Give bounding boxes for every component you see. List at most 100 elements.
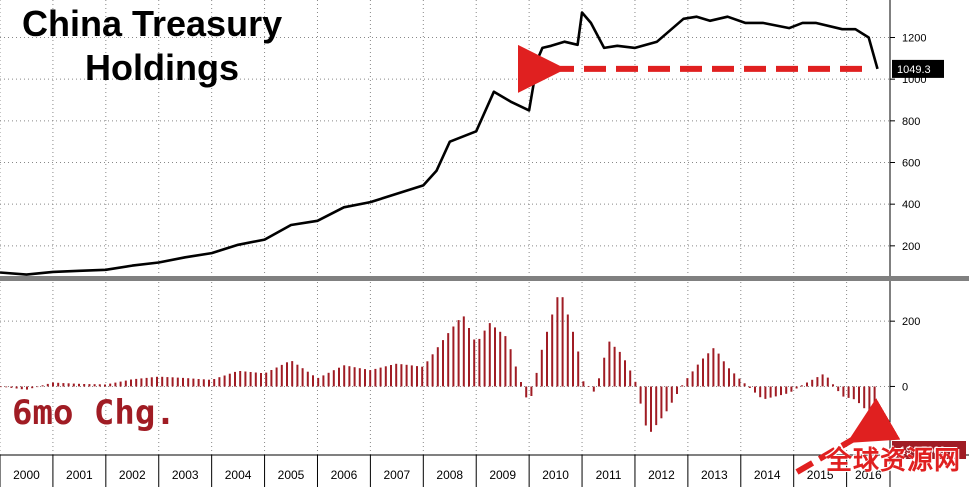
change-bar <box>343 365 346 387</box>
change-bar <box>795 386 798 389</box>
change-bar <box>863 386 866 409</box>
change-bar <box>374 368 377 387</box>
change-bar <box>551 314 554 387</box>
change-bar <box>639 386 642 404</box>
change-bar <box>10 386 13 388</box>
change-bar <box>452 326 455 387</box>
change-bar <box>291 361 294 387</box>
change-bar <box>873 386 876 438</box>
change-bar <box>566 314 569 387</box>
change-bar <box>650 386 652 432</box>
change-bar <box>426 361 429 387</box>
change-bar <box>509 349 512 387</box>
change-bar <box>348 366 351 387</box>
change-bar <box>57 382 60 387</box>
change-bar <box>712 348 715 387</box>
change-bar <box>244 371 247 387</box>
change-bar <box>837 386 840 392</box>
x-tick-label: 2002 <box>119 468 146 482</box>
change-bar <box>608 341 611 387</box>
change-bar <box>130 379 132 387</box>
change-bar <box>171 377 174 387</box>
x-tick-label: 2016 <box>855 468 882 482</box>
x-tick-label: 2008 <box>436 468 463 482</box>
change-bar <box>670 386 673 403</box>
change-bar <box>655 386 658 426</box>
change-bar <box>280 364 283 387</box>
watermark: 全球资源网 <box>825 446 961 476</box>
change-bar <box>483 330 486 387</box>
change-bar <box>780 386 782 396</box>
chart-title-line1: China Treasury <box>22 3 283 44</box>
change-bar <box>234 371 236 387</box>
x-tick-label: 2000 <box>13 468 40 482</box>
change-bar <box>286 362 288 387</box>
change-bar <box>109 383 112 387</box>
change-bar <box>31 386 34 389</box>
change-bar <box>72 383 75 387</box>
annotations: 1049.3 -194.7069 <box>518 44 966 475</box>
change-bar <box>774 386 777 397</box>
last-value-label-top: 1049.3 <box>897 64 931 76</box>
change-bar <box>254 372 257 387</box>
change-bar <box>665 386 668 412</box>
change-bar <box>5 386 8 388</box>
change-bar <box>421 366 424 387</box>
change-bar <box>379 367 382 387</box>
change-bar <box>806 382 808 387</box>
change-bar <box>301 368 304 387</box>
change-bar <box>478 338 481 387</box>
change-bar <box>473 339 476 387</box>
change-bar <box>135 378 138 387</box>
change-bar <box>592 386 595 392</box>
change-bar <box>166 377 169 387</box>
change-bar <box>702 358 704 387</box>
change-bar <box>577 351 580 387</box>
y-tick-label-bottom: 200 <box>902 316 920 328</box>
change-bar <box>624 360 626 387</box>
change-bar <box>98 384 101 387</box>
last-value-label-bottom: -194.7069 <box>896 445 946 457</box>
change-bar <box>821 374 824 387</box>
change-bar <box>114 382 117 387</box>
change-bar <box>800 385 803 387</box>
change-bar <box>364 369 366 387</box>
panel-separator <box>0 276 969 281</box>
change-bar <box>603 357 606 387</box>
change-bar <box>525 386 528 398</box>
last-value-box-bottom <box>892 441 966 460</box>
change-bar <box>748 386 751 388</box>
change-bar <box>728 368 730 387</box>
change-bar <box>442 340 444 387</box>
change-bar <box>754 386 756 393</box>
change-bar <box>488 323 491 387</box>
change-bar <box>93 384 96 387</box>
x-tick-label: 2009 <box>489 468 516 482</box>
change-bar <box>124 380 127 387</box>
y-tick-label-top: 200 <box>902 241 920 253</box>
change-bar <box>691 371 694 387</box>
change-bar <box>629 370 632 387</box>
change-bar <box>436 347 439 387</box>
dashed-arrow-bottom <box>795 398 901 475</box>
change-bar <box>540 349 543 387</box>
x-tick-label: 2012 <box>648 468 675 482</box>
change-bar <box>46 383 49 387</box>
change-bar <box>223 375 226 387</box>
change-bar <box>83 384 86 387</box>
change-bar <box>140 378 143 387</box>
change-bar <box>145 377 148 387</box>
change-bar <box>696 364 699 387</box>
change-bar <box>686 378 689 387</box>
change-bar <box>400 364 403 387</box>
change-bar <box>504 336 507 387</box>
change-bar <box>0 386 2 388</box>
bottom-panel-grid <box>0 282 890 455</box>
change-bar <box>150 377 153 387</box>
change-bar <box>249 372 252 387</box>
change-bar <box>514 366 517 387</box>
change-bar <box>769 386 772 398</box>
x-tick-label: 2004 <box>225 468 252 482</box>
x-tick-label: 2007 <box>383 468 410 482</box>
change-bar <box>176 377 179 387</box>
